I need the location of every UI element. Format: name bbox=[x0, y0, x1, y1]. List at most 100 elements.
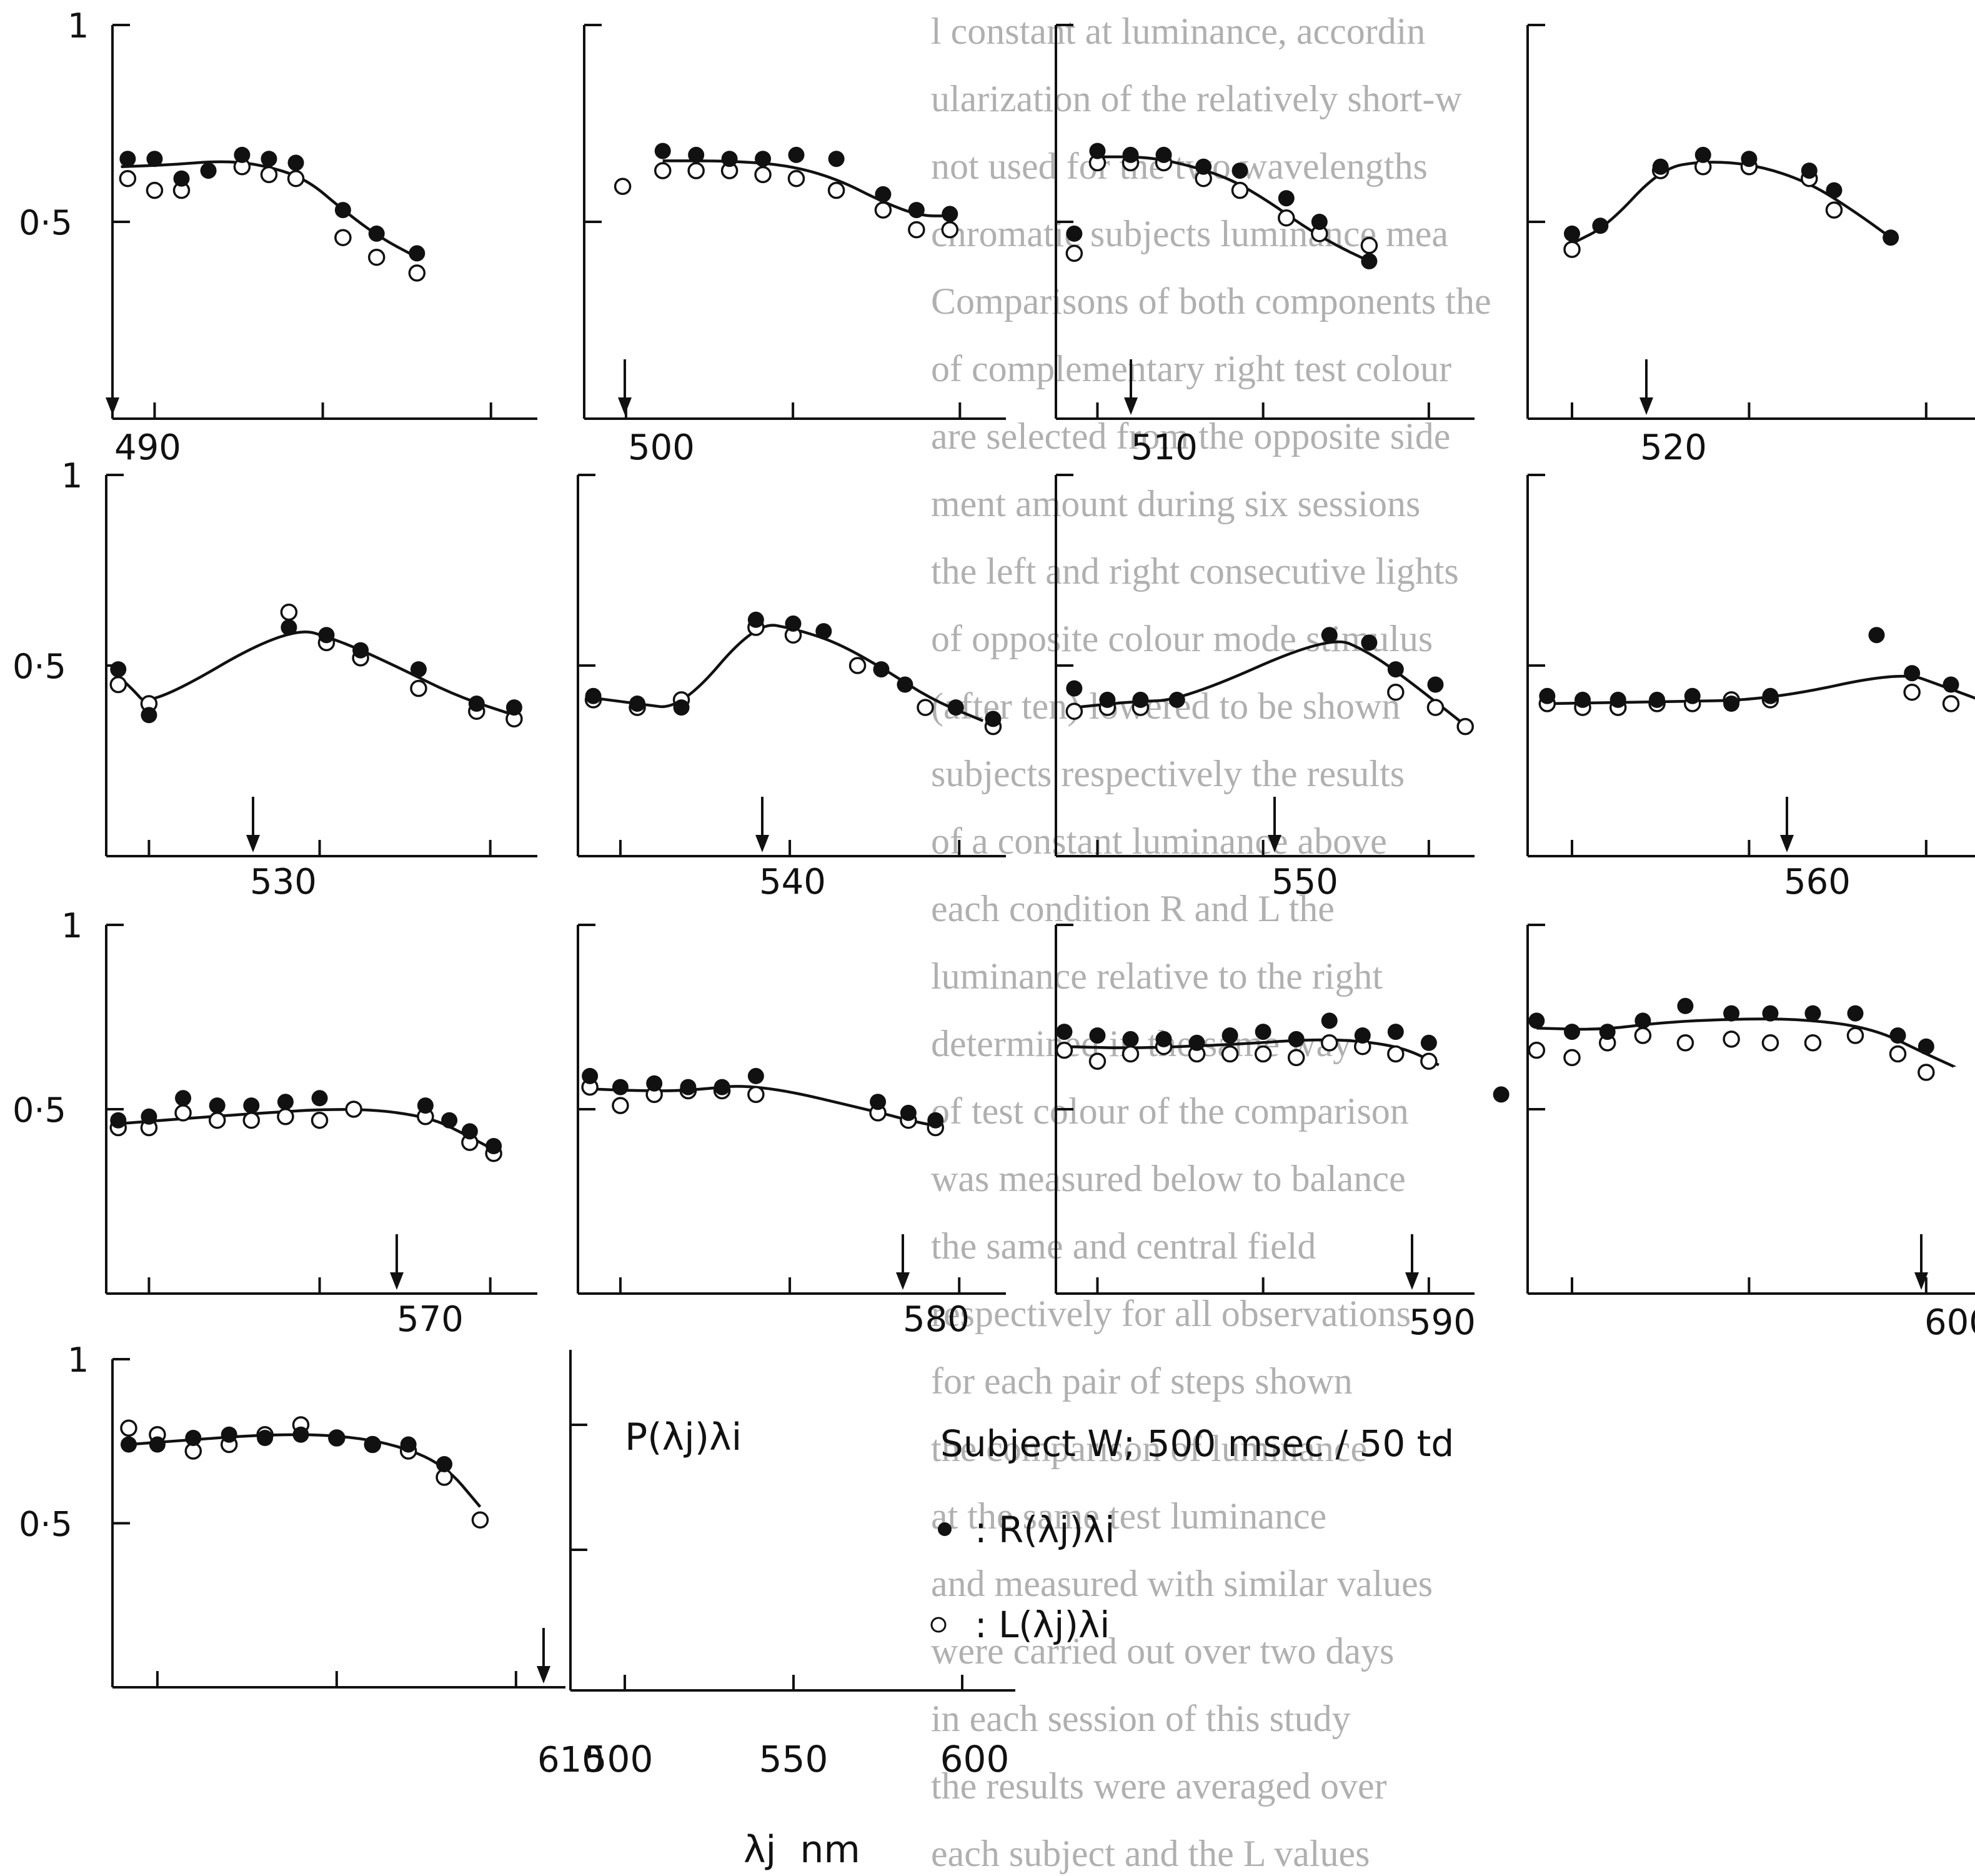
R-point bbox=[141, 1108, 157, 1125]
L-point bbox=[1278, 209, 1295, 227]
R-point bbox=[410, 661, 427, 678]
R-point bbox=[942, 206, 958, 222]
key-xtick-600: 600 bbox=[940, 1738, 1010, 1780]
background-text-line: determined in the same way bbox=[931, 1023, 1351, 1064]
L-point bbox=[687, 162, 705, 179]
R-point bbox=[1649, 691, 1666, 708]
x-axis-label: λj nm bbox=[744, 1828, 860, 1872]
R-point bbox=[629, 696, 646, 712]
L-point bbox=[654, 162, 672, 179]
test-wavelength-label: 550 bbox=[1271, 862, 1338, 902]
background-text-line: at the same test luminance bbox=[931, 1495, 1326, 1537]
test-wavelength-label: 610 bbox=[537, 1740, 604, 1780]
L-point bbox=[1846, 1027, 1864, 1044]
R-point bbox=[1155, 146, 1172, 163]
L-point bbox=[471, 1511, 489, 1529]
R-point bbox=[1132, 691, 1149, 708]
R-point bbox=[1801, 162, 1818, 179]
R-point bbox=[1354, 1027, 1371, 1044]
R-point bbox=[1918, 1038, 1934, 1055]
R-point bbox=[747, 611, 764, 628]
background-text-line: for each pair of steps shown bbox=[931, 1360, 1353, 1402]
R-point bbox=[505, 699, 522, 716]
R-point bbox=[1361, 253, 1378, 269]
L-point bbox=[1287, 1049, 1305, 1067]
R-point bbox=[1634, 1012, 1651, 1029]
background-text-line: luminance relative to the right bbox=[931, 955, 1383, 997]
R-point bbox=[985, 711, 1002, 727]
background-text-line: not used for the two wavelengths bbox=[931, 146, 1428, 187]
test-wavelength-label: 520 bbox=[1640, 427, 1707, 468]
panel-550: 550 bbox=[1055, 474, 1475, 902]
panel-600: 600 bbox=[1493, 924, 1975, 1343]
y-tick-label-1: 1 bbox=[61, 906, 82, 945]
R-point bbox=[287, 154, 304, 171]
L-point bbox=[1942, 695, 1960, 712]
R-point bbox=[311, 1090, 328, 1107]
R-point bbox=[146, 151, 163, 167]
fit-curve bbox=[114, 631, 515, 717]
R-point bbox=[815, 623, 832, 640]
test-wavelength-label: 580 bbox=[903, 1299, 970, 1340]
R-point bbox=[1528, 1012, 1545, 1029]
R-point bbox=[243, 1097, 260, 1114]
background-text-line: respectively for all observations bbox=[931, 1293, 1411, 1334]
R-point bbox=[1723, 1005, 1740, 1022]
y-tick-label-1: 1 bbox=[67, 6, 89, 46]
L-point bbox=[754, 166, 772, 184]
arrow-head bbox=[390, 1272, 404, 1290]
L-point bbox=[1528, 1041, 1546, 1059]
L-point bbox=[120, 1419, 137, 1437]
R-point bbox=[755, 151, 772, 167]
arrow-head bbox=[537, 1666, 550, 1684]
L-point bbox=[1221, 1045, 1239, 1063]
L-point bbox=[1825, 201, 1843, 219]
y-tick-label-0-5: 0·5 bbox=[19, 203, 72, 242]
R-point bbox=[1387, 1024, 1404, 1040]
L-point bbox=[1065, 244, 1083, 262]
R-point bbox=[281, 619, 297, 636]
R-point bbox=[1592, 217, 1609, 234]
R-point bbox=[927, 1112, 944, 1129]
background-text-line: l constant at luminance, accordin bbox=[931, 11, 1425, 52]
R-point bbox=[1122, 1030, 1139, 1047]
R-point bbox=[261, 151, 277, 167]
L-point bbox=[345, 1100, 362, 1118]
key-panel: P(λj)λi Subject W; 500 msec / 50 td : R(… bbox=[569, 1350, 1454, 1872]
L-point bbox=[614, 177, 632, 196]
R-point bbox=[1599, 1024, 1616, 1040]
L-point bbox=[1065, 702, 1083, 720]
L-point bbox=[1254, 1045, 1272, 1063]
background-text-line: the same and central field bbox=[931, 1225, 1316, 1267]
L-point bbox=[410, 679, 427, 697]
L-point bbox=[260, 166, 278, 184]
R-point bbox=[1847, 1005, 1864, 1022]
R-point bbox=[1321, 1012, 1338, 1029]
R-point bbox=[1493, 1086, 1510, 1103]
L-point bbox=[208, 1111, 226, 1129]
panel-520: 520 bbox=[1526, 24, 1975, 468]
R-point bbox=[1188, 1034, 1205, 1051]
R-point bbox=[173, 170, 190, 187]
panel-610: 610 1 0·5 bbox=[19, 1340, 604, 1780]
R-point bbox=[334, 202, 351, 219]
R-point bbox=[234, 146, 251, 163]
key-open-dot bbox=[930, 1617, 947, 1633]
R-point bbox=[1677, 997, 1694, 1014]
y-tick-label-0-5: 0·5 bbox=[19, 1505, 72, 1544]
key-filled-dot bbox=[938, 1522, 952, 1536]
L-point bbox=[109, 676, 127, 694]
R-point bbox=[654, 142, 671, 159]
L-point bbox=[242, 1111, 261, 1129]
R-point bbox=[292, 1426, 309, 1443]
background-text-line: of opposite colour mode stimulus bbox=[931, 618, 1433, 659]
R-point bbox=[1564, 225, 1581, 242]
R-point bbox=[185, 1430, 202, 1446]
L-point bbox=[1360, 237, 1378, 254]
R-point bbox=[1868, 627, 1885, 644]
panel-510: 510 bbox=[1055, 24, 1475, 468]
R-point bbox=[828, 151, 845, 167]
arrow-head bbox=[1639, 397, 1653, 415]
L-point bbox=[908, 221, 925, 239]
